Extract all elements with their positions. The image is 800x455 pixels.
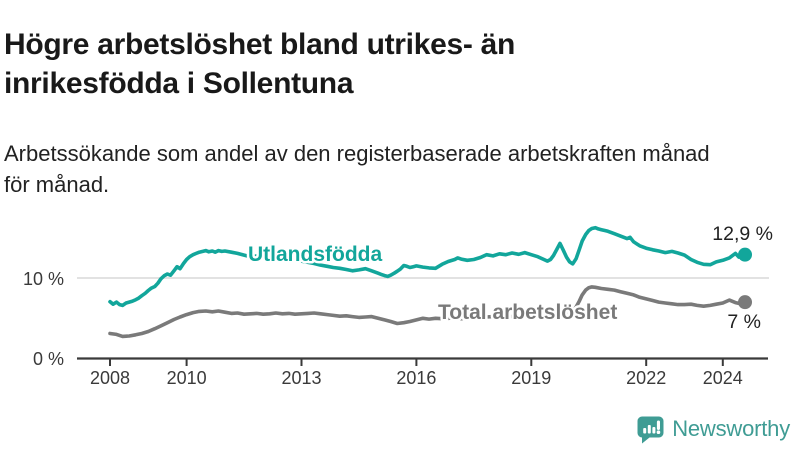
series-line-0 <box>108 225 747 308</box>
newsworthy-logo: Newsworthy <box>637 414 790 444</box>
series-label-total-arbetsloshet: Total arbetslöshet <box>438 301 617 324</box>
end-value-label-total: 7 % <box>727 311 761 333</box>
y-tick-label-10: 10 % <box>23 269 64 289</box>
chart-subtitle: Arbetssökande som andel av den registerb… <box>4 141 710 198</box>
newsworthy-wordmark: Newsworthy <box>672 416 790 441</box>
x-tick-label-2016: 2016 <box>396 368 436 388</box>
x-tick-label-2022: 2022 <box>626 368 666 388</box>
series-end-dot-1 <box>738 295 753 310</box>
x-tick-label-2024: 2024 <box>703 368 743 388</box>
x-tick-label-2013: 2013 <box>281 368 321 388</box>
x-axis: 2008 2010 2013 2016 2019 2022 2024 <box>77 357 768 388</box>
series-end-dot-0 <box>738 247 753 262</box>
series-label-utlandsfodda: Utlandsfödda <box>248 243 382 266</box>
end-value-label-utlandsfodda: 12,9 % <box>712 223 773 245</box>
x-tick-label-2008: 2008 <box>90 368 130 388</box>
series-line-1 <box>108 285 747 339</box>
x-tick-label-2010: 2010 <box>167 368 207 388</box>
page-title: Högre arbetslöshet bland utrikes- än inr… <box>4 28 515 101</box>
series-line-layer <box>108 225 753 339</box>
x-tick-label-2019: 2019 <box>511 368 551 388</box>
newsworthy-icon <box>637 416 664 443</box>
y-tick-label-0: 0 % <box>33 349 64 369</box>
